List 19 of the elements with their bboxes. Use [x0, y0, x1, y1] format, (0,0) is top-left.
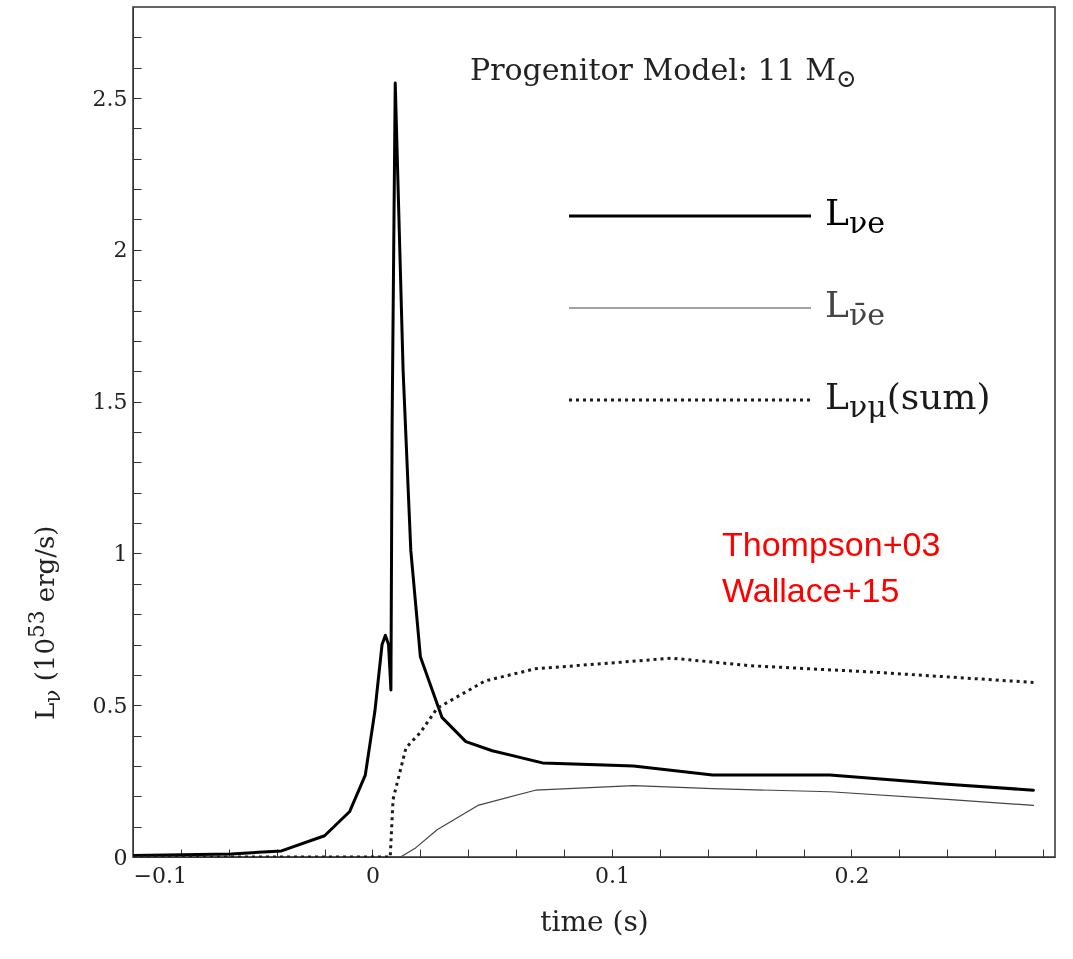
text: L$_{νμ}$(sum) [825, 376, 991, 425]
x-tick-label: 0.1 [594, 862, 630, 888]
y-tick-label: 1 [113, 540, 128, 566]
text: L$_{νe}$ [825, 192, 885, 241]
y-tick-label: 0.5 [92, 692, 128, 718]
x-tick-label: 0 [365, 862, 380, 888]
y-tick-label: 2 [113, 237, 128, 263]
y-tick-label: 1.5 [92, 389, 128, 415]
annotation: Wallace+15 [722, 570, 900, 611]
y-tick-label: 0 [113, 844, 128, 870]
text: Progenitor Model: 11 M$_{⊙}$ [470, 52, 857, 93]
text: L$_{ν̄e}$ [825, 284, 885, 333]
line-series [133, 656, 1035, 857]
y-tick-label: 2.5 [92, 85, 128, 111]
line-series [133, 785, 1035, 857]
x-axis-title: time (s) [540, 904, 649, 938]
annotation: Thompson+03 [722, 524, 941, 565]
x-tick-label: −0.1 [133, 862, 187, 888]
x-tick-label: 0.2 [834, 862, 870, 888]
